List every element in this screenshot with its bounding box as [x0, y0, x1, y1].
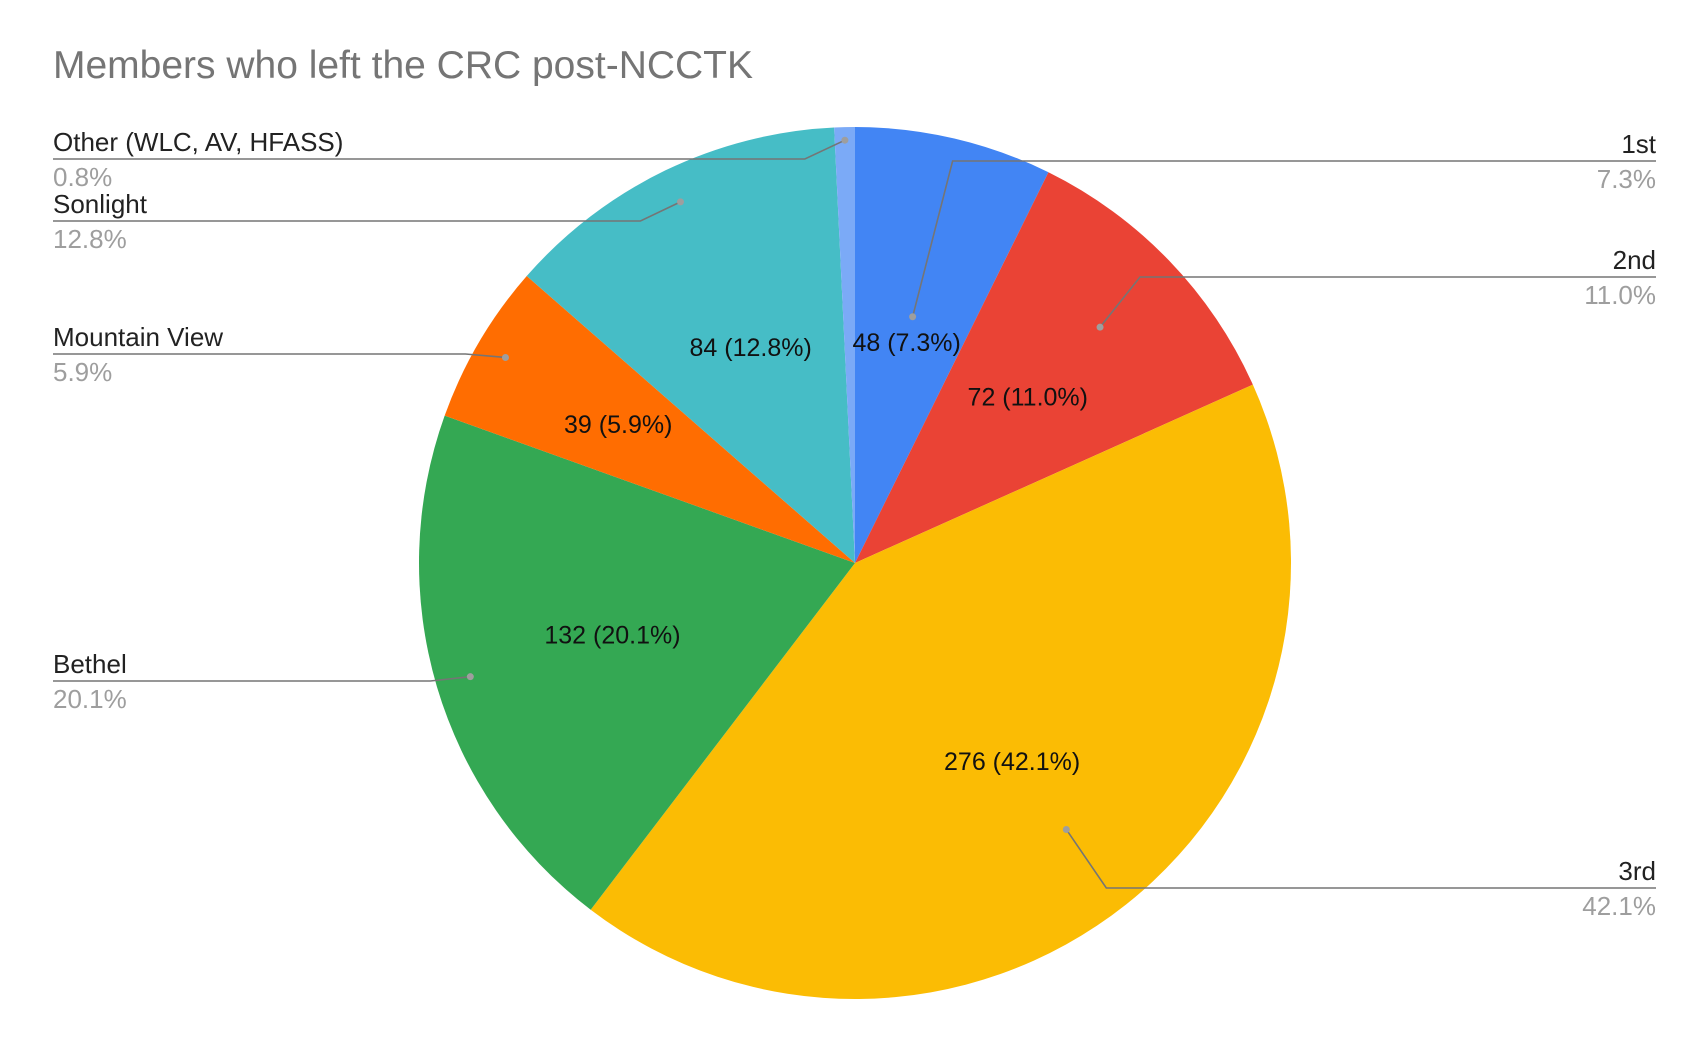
leader-dot-other-wlc-av-hfass [841, 136, 849, 144]
slice-value-label-1st: 48 (7.3%) [852, 329, 960, 357]
leader-dot-bethel [466, 673, 474, 681]
leader-line-other-wlc-av-hfass [53, 139, 846, 160]
labels: 48 (7.3%) 1st 7.3% 72 (11.0%) 2nd 11.0% 276 (4… [53, 127, 1657, 921]
leader-line-1st [911, 160, 1656, 317]
pie-slice-other-wlc-av-hfass [834, 127, 855, 563]
pie-slice-3rd [590, 384, 1291, 999]
leader-dot-sonlight [676, 198, 684, 206]
leader-dot-2nd [1096, 323, 1104, 331]
slice-value-label-2nd: 72 (11.0%) [968, 384, 1088, 412]
leader-line-mountain-view [53, 353, 506, 359]
pie-slice-mountain-view [444, 276, 855, 563]
leader-line-3rd [1065, 829, 1656, 889]
legend-name-2nd: 2nd [1613, 245, 1656, 275]
legend-percent-sonlight: 12.8% [53, 224, 127, 254]
slice-value-label-mountain-view: 39 (5.9%) [564, 411, 672, 439]
leader-lines [53, 136, 1656, 889]
legend-percent-bethel: 20.1% [53, 684, 127, 714]
chart-title: Members who left the CRC post-NCCTK [53, 44, 754, 87]
legend-name-3rd: 3rd [1618, 856, 1656, 886]
legend-percent-2nd: 11.0% [1584, 280, 1656, 310]
pie-slice-sonlight [526, 127, 855, 563]
legend-name-1st: 1st [1621, 129, 1656, 159]
legend-percent-3rd: 42.1% [1582, 891, 1656, 921]
leader-dot-3rd [1062, 825, 1070, 833]
legend-percent-other-wlc-av-hfass: 0.8% [53, 162, 112, 192]
legend-percent-1st: 7.3% [1597, 164, 1656, 194]
pie-slice-2nd [855, 172, 1253, 563]
leader-line-sonlight [53, 201, 681, 222]
slice-value-label-3rd: 276 (42.1%) [944, 748, 1080, 776]
pie-slice-bethel [419, 415, 855, 910]
leader-dot-mountain-view [501, 353, 509, 361]
leader-dot-1st [909, 313, 917, 321]
pie-slice-1st [855, 127, 1049, 563]
legend-name-mountain-view: Mountain View [53, 322, 223, 352]
legend-name-bethel: Bethel [53, 649, 127, 679]
slice-value-label-bethel: 132 (20.1%) [544, 622, 680, 650]
legend-name-sonlight: Sonlight [53, 189, 148, 219]
leader-line-2nd [1099, 276, 1656, 328]
leader-line-bethel [53, 675, 471, 682]
legend-percent-mountain-view: 5.9% [53, 357, 112, 387]
slice-value-label-sonlight: 84 (12.8%) [690, 334, 812, 362]
pie-slices [419, 127, 1291, 999]
legend-name-other-wlc-av-hfass: Other (WLC, AV, HFASS) [53, 127, 343, 157]
